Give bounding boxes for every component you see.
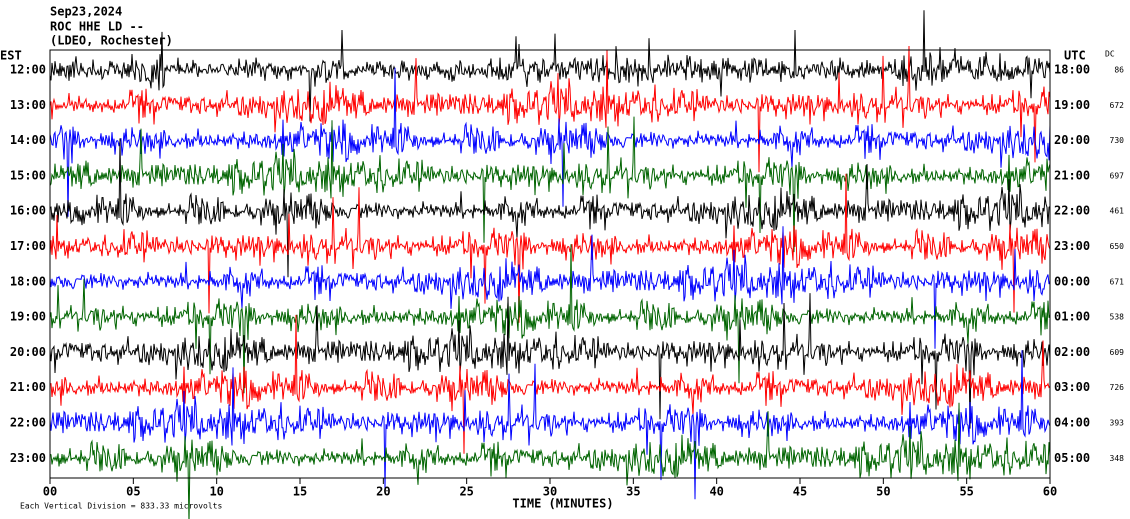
utc-label: 01:00 xyxy=(1054,310,1090,324)
trace xyxy=(49,67,1051,217)
dc-label: 86 xyxy=(1114,66,1124,75)
x-tick-label: 00 xyxy=(43,485,57,499)
trace xyxy=(49,116,1051,253)
est-label: 14:00 xyxy=(10,133,46,147)
utc-label: 21:00 xyxy=(1054,168,1090,182)
utc-label: 18:00 xyxy=(1054,63,1090,77)
utc-label: 03:00 xyxy=(1054,380,1090,394)
trace xyxy=(49,45,1051,173)
x-tick-label: 20 xyxy=(376,485,390,499)
dc-label: 461 xyxy=(1110,207,1125,216)
est-label: 12:00 xyxy=(10,63,46,77)
dc-label: 730 xyxy=(1110,136,1125,145)
trace xyxy=(49,402,1051,519)
right-axis-title: UTC xyxy=(1064,49,1086,63)
est-label: 21:00 xyxy=(10,380,46,394)
dc-label: 672 xyxy=(1110,101,1125,110)
trace xyxy=(49,293,1051,429)
est-label: 23:00 xyxy=(10,451,46,465)
dc-label: 538 xyxy=(1110,313,1125,322)
est-label: 16:00 xyxy=(10,204,46,218)
utc-label: 19:00 xyxy=(1054,98,1090,112)
trace xyxy=(49,350,1051,500)
x-tick-label: 60 xyxy=(1043,485,1057,499)
est-label: 18:00 xyxy=(10,274,46,288)
est-label: 22:00 xyxy=(10,416,46,430)
dc-title: DC xyxy=(1105,50,1115,59)
dc-label: 393 xyxy=(1110,419,1125,428)
title-line: (LDEO, Rochester) xyxy=(50,34,173,48)
trace xyxy=(49,138,1051,278)
x-tick-label: 35 xyxy=(626,485,640,499)
est-label: 20:00 xyxy=(10,345,46,359)
est-label: 13:00 xyxy=(10,98,46,112)
utc-label: 00:00 xyxy=(1054,274,1090,288)
trace xyxy=(49,314,1051,454)
est-label: 17:00 xyxy=(10,239,46,253)
x-tick-label: 50 xyxy=(876,485,890,499)
title-line: Sep23,2024 xyxy=(50,5,122,19)
dc-label: 697 xyxy=(1110,171,1125,180)
traces xyxy=(49,10,1051,519)
utc-label: 22:00 xyxy=(1054,204,1090,218)
trace xyxy=(49,226,1051,349)
x-axis-label: TIME (MINUTES) xyxy=(512,497,613,511)
trace xyxy=(49,244,1051,394)
x-tick-label: 25 xyxy=(459,485,473,499)
x-tick-label: 30 xyxy=(543,485,557,499)
x-tick-label: 15 xyxy=(293,485,307,499)
utc-label: 20:00 xyxy=(1054,133,1090,147)
dc-label: 609 xyxy=(1110,348,1125,357)
dc-label: 348 xyxy=(1110,454,1125,463)
x-tick-label: 40 xyxy=(709,485,723,499)
x-tick-label: 05 xyxy=(126,485,140,499)
dc-label: 650 xyxy=(1110,242,1125,251)
trace xyxy=(49,173,1051,323)
x-tick-label: 10 xyxy=(209,485,223,499)
dc-label: 726 xyxy=(1110,383,1125,392)
est-label: 19:00 xyxy=(10,310,46,324)
x-tick-label: 55 xyxy=(959,485,973,499)
est-label: 15:00 xyxy=(10,168,46,182)
dc-label: 671 xyxy=(1110,277,1125,286)
title-line: ROC HHE LD -- xyxy=(50,20,144,34)
left-axis-title: EST xyxy=(0,49,22,63)
footer: Each Vertical Division = 833.33 microvol… xyxy=(20,502,222,511)
utc-label: 05:00 xyxy=(1054,451,1090,465)
utc-label: 04:00 xyxy=(1054,416,1090,430)
x-tick-label: 45 xyxy=(793,485,807,499)
utc-label: 23:00 xyxy=(1054,239,1090,253)
utc-label: 02:00 xyxy=(1054,345,1090,359)
